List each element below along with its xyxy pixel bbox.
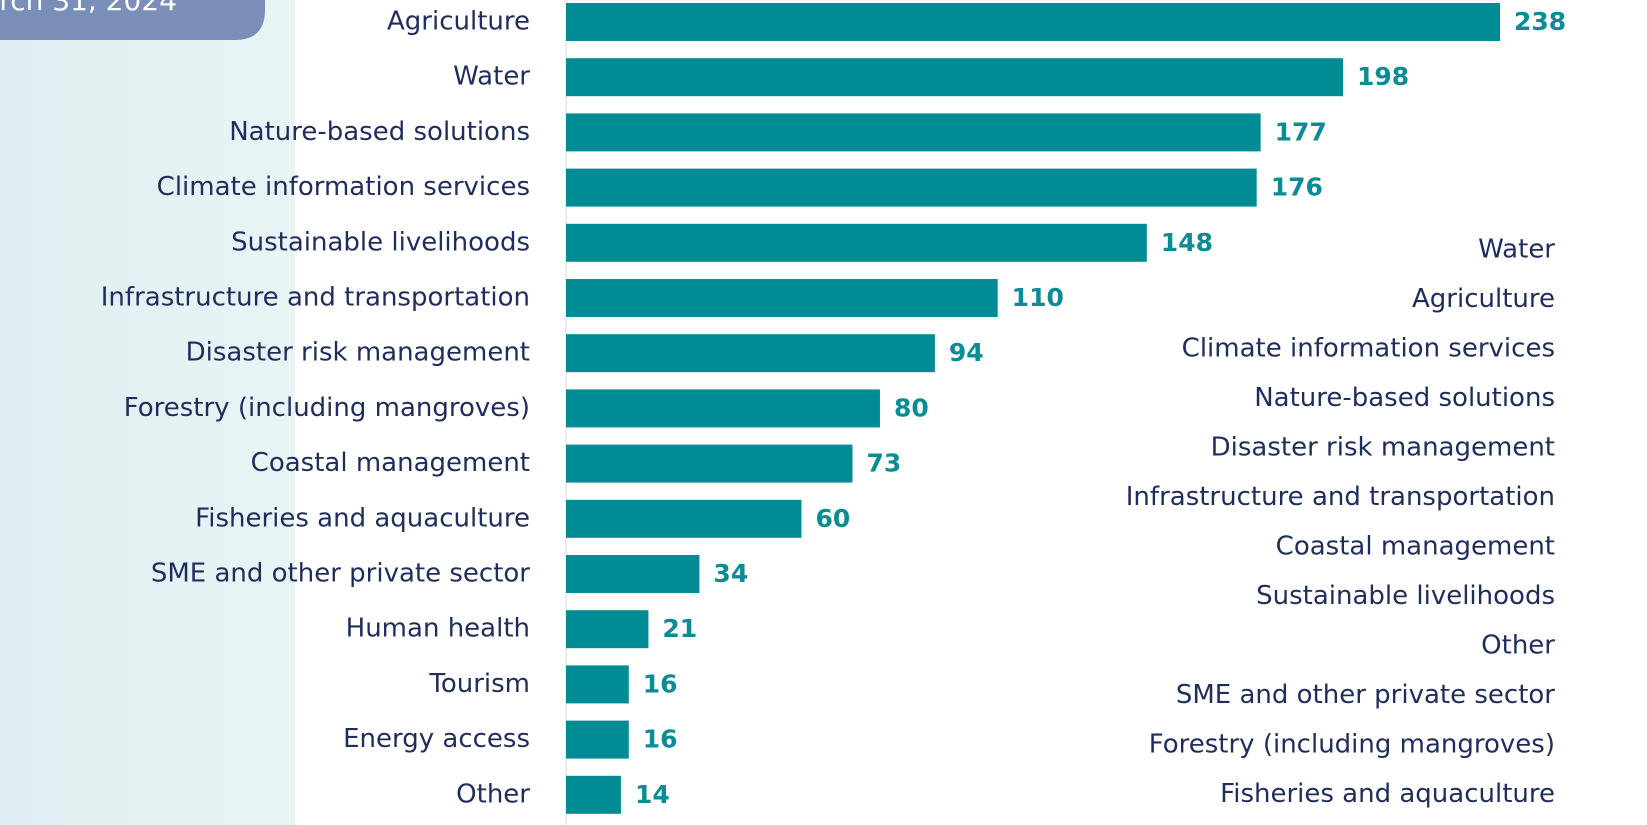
- badge-text: March 31, 2024: [0, 0, 177, 17]
- list-item: Other: [1481, 631, 1555, 661]
- category-label: Other: [456, 779, 530, 809]
- value-label: 34: [713, 559, 748, 588]
- category-label: Fisheries and aquaculture: [195, 503, 530, 533]
- category-label: Water: [453, 62, 530, 92]
- category-label: Human health: [346, 614, 530, 644]
- bar: [566, 58, 1344, 97]
- bar: [566, 665, 629, 704]
- side-panel: [0, 0, 295, 825]
- bar: [566, 168, 1257, 207]
- value-label: 21: [662, 614, 697, 643]
- value-label: 73: [866, 449, 901, 478]
- category-label: Sustainable livelihoods: [231, 227, 530, 257]
- category-label: Disaster risk management: [186, 338, 530, 368]
- category-label: Coastal management: [251, 448, 530, 478]
- list-item: Water: [1478, 235, 1555, 265]
- list-item: Sustainable livelihoods: [1256, 581, 1555, 611]
- category-label: Agriculture: [387, 7, 530, 37]
- list-item: Coastal management: [1276, 532, 1555, 562]
- bar: [566, 775, 621, 814]
- list-item: SME and other private sector: [1176, 680, 1555, 710]
- category-label: Nature-based solutions: [229, 117, 530, 147]
- value-label: 198: [1357, 62, 1409, 91]
- date-badge: [0, 0, 265, 40]
- category-label: SME and other private sector: [151, 559, 530, 589]
- value-label: 110: [1012, 283, 1064, 312]
- value-label: 177: [1275, 117, 1327, 146]
- bar: [566, 334, 935, 373]
- value-label: 14: [635, 780, 670, 809]
- list-item: Nature-based solutions: [1254, 383, 1555, 413]
- category-label: Climate information services: [157, 172, 530, 202]
- bar: [566, 555, 700, 593]
- value-label: 176: [1271, 173, 1323, 202]
- list-item: Agriculture: [1412, 284, 1555, 314]
- value-label: 16: [643, 669, 678, 698]
- value-label: 148: [1161, 228, 1213, 257]
- list-item: Forestry (including mangroves): [1149, 730, 1555, 760]
- bar: [566, 113, 1261, 152]
- list-item: Infrastructure and transportation: [1126, 482, 1555, 512]
- value-label: 80: [894, 393, 929, 422]
- value-label: 60: [815, 504, 850, 533]
- list-item: Fisheries and aquaculture: [1220, 779, 1555, 809]
- bar: [566, 3, 1500, 41]
- bar: [566, 389, 880, 428]
- bar: [566, 223, 1147, 262]
- bar: [566, 720, 629, 759]
- category-label: Forestry (including mangroves): [124, 393, 530, 423]
- bar: [566, 279, 998, 317]
- list-item: Disaster risk management: [1211, 433, 1555, 463]
- bar: [566, 444, 853, 483]
- list-item: Climate information services: [1182, 334, 1555, 364]
- bar: [566, 499, 802, 538]
- bar: [566, 610, 649, 649]
- category-label: Infrastructure and transportation: [101, 283, 530, 313]
- value-label: 238: [1514, 7, 1566, 36]
- category-label: Energy access: [343, 724, 530, 754]
- value-label: 94: [949, 338, 984, 367]
- value-label: 16: [643, 725, 678, 754]
- category-label: Tourism: [428, 669, 530, 699]
